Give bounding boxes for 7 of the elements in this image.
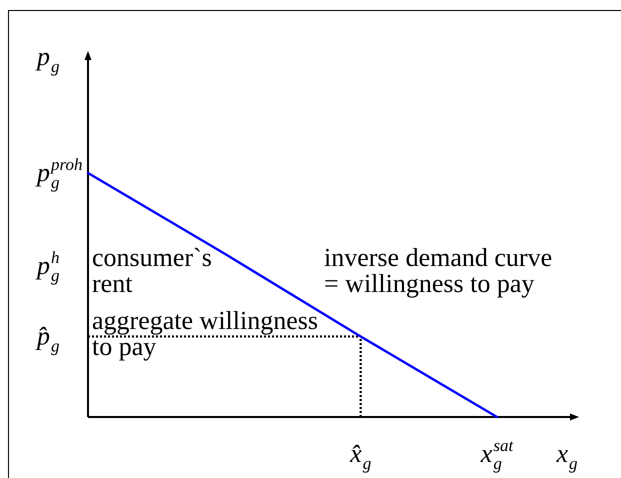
y-axis-title: p$_{g}$ (35, 42, 60, 76)
annotation: inverse demand curve = willingness to pay (324, 243, 552, 298)
x-tick-label: x̂$_{g}$ (349, 439, 372, 473)
annotation: aggregate willingness to pay (92, 306, 318, 361)
ref-line-label: p̂$_{g}$ (35, 321, 60, 356)
x-axis-title: x$_{g}$ (555, 439, 578, 473)
annotation: consumer`s rent (92, 243, 212, 298)
